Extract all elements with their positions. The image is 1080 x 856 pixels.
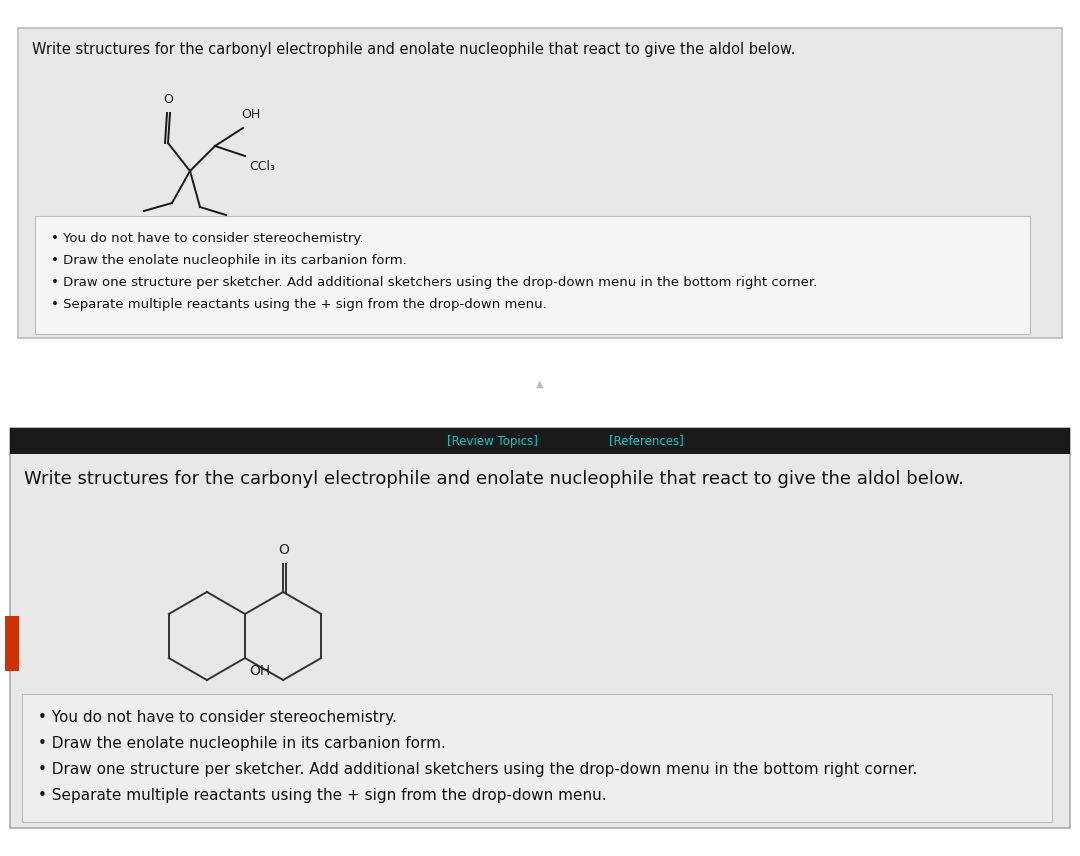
Bar	[10, 428, 1070, 454]
Bar	[5, 616, 19, 671]
Text: O: O	[279, 543, 289, 557]
Text: [Review Topics]: [Review Topics]	[447, 435, 538, 448]
FancyBboxPatch shape	[35, 216, 1030, 334]
Text: OH: OH	[241, 108, 260, 121]
Text: • Draw the enolate nucleophile in its carbanion form.: • Draw the enolate nucleophile in its ca…	[38, 736, 446, 751]
FancyBboxPatch shape	[18, 28, 1062, 338]
Text: Write structures for the carbonyl electrophile and enolate nucleophile that reac: Write structures for the carbonyl electr…	[32, 42, 795, 57]
FancyBboxPatch shape	[22, 694, 1052, 822]
FancyBboxPatch shape	[10, 428, 1070, 828]
Text: • You do not have to consider stereochemistry.: • You do not have to consider stereochem…	[51, 232, 364, 245]
Text: • Separate multiple reactants using the + sign from the drop-down menu.: • Separate multiple reactants using the …	[38, 788, 607, 803]
Text: CCl₃: CCl₃	[249, 160, 275, 173]
Text: Write structures for the carbonyl electrophile and enolate nucleophile that reac: Write structures for the carbonyl electr…	[24, 470, 963, 488]
Text: • Draw the enolate nucleophile in its carbanion form.: • Draw the enolate nucleophile in its ca…	[51, 254, 407, 267]
Text: ▲: ▲	[537, 379, 543, 389]
Text: OH: OH	[249, 664, 270, 678]
Text: • Draw one structure per sketcher. Add additional sketchers using the drop-down : • Draw one structure per sketcher. Add a…	[51, 276, 818, 289]
Text: • Draw one structure per sketcher. Add additional sketchers using the drop-down : • Draw one structure per sketcher. Add a…	[38, 762, 917, 777]
Text: [References]: [References]	[609, 435, 684, 448]
Text: O: O	[163, 93, 173, 106]
Text: • You do not have to consider stereochemistry.: • You do not have to consider stereochem…	[38, 710, 396, 725]
Text: • Separate multiple reactants using the + sign from the drop-down menu.: • Separate multiple reactants using the …	[51, 298, 546, 311]
